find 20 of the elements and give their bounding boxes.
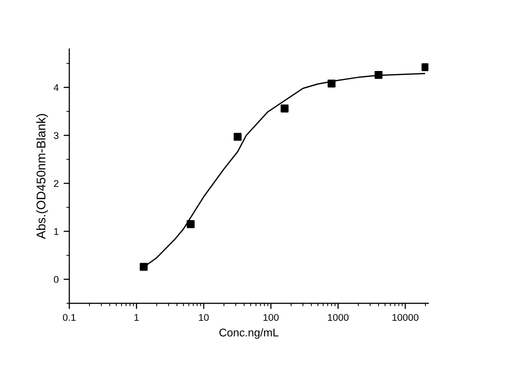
x-tick-label: 10000 [392, 314, 418, 321]
x-axis-title: Conc.ng/mL [219, 328, 278, 339]
y-tick-label: 2 [54, 180, 58, 187]
y-tick-label: 1 [54, 228, 58, 235]
x-tick-label: 10 [199, 314, 209, 321]
x-tick-label: 1 [134, 314, 139, 321]
x-tick-label: 1000 [328, 314, 349, 321]
point [374, 70, 382, 79]
y-tick-label: 4 [54, 84, 59, 91]
point [140, 262, 148, 271]
x-tick-label: 100 [264, 314, 279, 321]
point [186, 220, 195, 228]
point [234, 132, 242, 141]
y-axis-title: Abs.(OD450nm-Blank) [36, 114, 48, 239]
point [422, 63, 428, 72]
y-tick-label: 0 [54, 276, 59, 283]
point [328, 80, 336, 88]
y-tick-label: 3 [54, 132, 58, 139]
x-tick-label: 0.1 [62, 314, 76, 321]
point [280, 104, 289, 112]
